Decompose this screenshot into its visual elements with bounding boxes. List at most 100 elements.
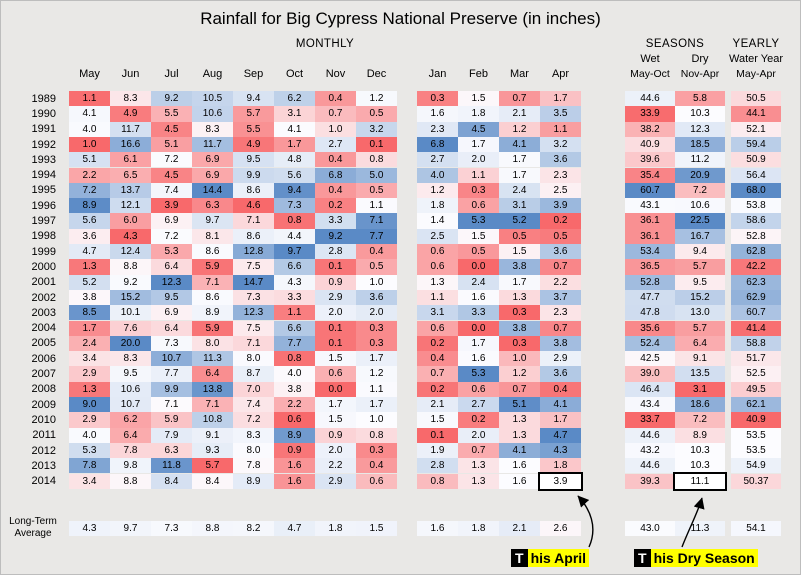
cell-1995-jul: 7.4 [151,182,192,199]
cell-average-nov: 1.8 [315,521,356,537]
cell-2001-water-year: 62.3 [731,274,781,290]
cell-2007-aug: 6.4 [192,366,233,382]
table-row-2005: 2005 2.4 20.0 7.3 8.0 7.1 7.7 0.1 0.3 0.2 1.7 0.3 3.… [25,335,781,352]
cell-2001-feb: 2.4 [458,274,499,290]
cell-2001-dec: 1.0 [356,274,397,290]
cell-2004-feb: 0.0 [458,320,499,336]
cell-2009-may: 9.0 [69,397,110,413]
cell-1991-aug: 8.3 [192,121,233,137]
year-label: 1994 [31,169,56,182]
yearly-group-header: YEARLY [732,38,780,50]
cell-1998-feb: 1.5 [458,228,499,244]
cell-1999-jan: 0.6 [417,244,458,260]
cell-2001-aug: 7.1 [192,274,233,290]
cell-2012-aug: 9.3 [192,442,233,459]
cell-2004-dry: 5.7 [675,320,725,336]
cell-2010-oct: 0.6 [274,412,315,428]
cell-2013-feb: 1.3 [458,458,499,474]
cell-1994-feb: 1.1 [458,167,499,183]
water-year-range: May-Apr [736,68,776,80]
table-row-2009: 2009 9.0 10.7 7.1 7.1 7.4 2.2 1.7 1.7 2.1 2.7 5.1 4.… [25,397,781,413]
cell-2014-feb: 1.3 [458,473,499,489]
cell-2005-mar: 0.3 [499,335,540,352]
cell-2011-jul: 7.9 [151,427,192,443]
cell-2011-sep: 8.3 [233,427,274,443]
year-label: 2014 [31,475,56,488]
cell-1990-feb: 1.8 [458,106,499,122]
year-label: 1989 [31,92,56,105]
cell-1998-jan: 2.5 [417,228,458,244]
page-title: Rainfall for Big Cypress National Preser… [200,9,601,28]
cell-2000-wet: 36.5 [625,259,675,275]
cell-2000-dec: 0.5 [356,259,397,275]
cell-1995-may: 7.2 [69,182,110,199]
cell-2002-dec: 3.6 [356,289,397,306]
table-row-2000: 2000 1.3 8.8 6.4 5.9 7.5 6.6 0.1 0.5 0.6 0.0 3.8 0.7… [25,259,781,275]
long-term-average-label-line: Average [14,527,52,539]
cell-1990-jun: 4.9 [110,106,151,122]
cell-2000-jun: 8.8 [110,259,151,275]
cell-1998-wet: 36.1 [625,228,675,244]
table-row-1992: 1992 1.0 16.6 5.1 11.7 4.9 1.7 2.7 0.1 6.8 1.7 4.1 3… [25,136,781,153]
cell-1989-dec: 1.2 [356,91,397,107]
cell-2003-jan: 3.1 [417,305,458,321]
cell-2001-may: 5.2 [69,274,110,290]
cell-1992-jun: 16.6 [110,136,151,153]
cell-2007-oct: 4.0 [274,366,315,382]
cell-2014-mar: 1.6 [499,473,540,489]
cell-2004-jan: 0.6 [417,320,458,336]
cell-average-water-year: 54.1 [731,521,781,537]
year-label: 2004 [31,322,56,335]
year-label: 2009 [31,398,56,411]
cell-1989-aug: 10.5 [192,91,233,107]
cell-2013-jan: 2.8 [417,458,458,474]
cell-1994-jan: 4.0 [417,167,458,183]
cell-1993-aug: 6.9 [192,152,233,168]
cell-1999-jun: 12.4 [110,244,151,260]
cell-1997-feb: 5.3 [458,213,499,229]
cell-2002-jun: 15.2 [110,289,151,306]
cell-2012-sep: 8.0 [233,442,274,459]
cell-1995-dec: 0.5 [356,182,397,199]
table-row-1997: 1997 5.6 6.0 6.9 9.7 7.1 0.8 3.3 7.1 1.4 5.3 5.2 0.2… [25,213,781,229]
cell-1992-mar: 4.1 [499,136,540,153]
cell-1996-wet: 43.1 [625,198,675,214]
cell-1989-oct: 6.2 [274,91,315,107]
cell-1997-may: 5.6 [69,213,110,229]
table-row-1989: 1989 1.1 8.3 9.2 10.5 9.4 6.2 0.4 1.2 0.3 1.5 0.7 1.… [25,91,781,107]
cell-2003-oct: 1.1 [274,305,315,321]
cell-1998-oct: 4.4 [274,228,315,244]
cell-2012-dec: 0.3 [356,442,397,459]
month-header-jul: Jul [164,68,179,80]
cell-2008-dry: 3.1 [675,381,725,397]
cell-2007-sep: 8.7 [233,366,274,382]
year-label: 2011 [32,429,56,442]
cell-1992-oct: 1.7 [274,136,315,153]
cell-2007-water-year: 52.5 [731,366,781,382]
cell-1991-feb: 4.5 [458,121,499,137]
cell-2005-feb: 1.7 [458,335,499,352]
cell-2007-wet: 39.0 [625,366,675,382]
cell-1989-apr: 1.7 [540,91,581,107]
year-label: 1996 [31,199,56,212]
table-row-2001: 2001 5.2 9.2 12.3 7.1 14.7 4.3 0.9 1.0 1.3 2.4 1.7 2… [25,274,781,290]
cell-2004-nov: 0.1 [315,320,356,336]
table-row-1993: 1993 5.1 6.1 7.2 6.9 9.5 4.8 0.4 0.8 2.7 2.0 1.7 3.6… [25,152,781,168]
cell-2011-nov: 0.9 [315,427,356,443]
cell-2005-apr: 3.8 [540,335,581,352]
cell-2009-apr: 4.1 [540,397,581,413]
cell-1997-aug: 9.7 [192,213,233,229]
cell-2002-aug: 8.6 [192,289,233,306]
cell-2006-nov: 1.5 [315,351,356,367]
cell-2005-jul: 7.3 [151,335,192,352]
cell-2014-may: 3.4 [69,473,110,489]
cell-1996-apr: 3.9 [540,198,581,214]
cell-1996-aug: 6.3 [192,198,233,214]
cell-2005-sep: 7.1 [233,335,274,352]
table-row-1998: 1998 3.6 4.3 7.2 8.1 8.6 4.4 9.2 7.7 2.5 1.5 0.5 0.5… [25,228,781,244]
cell-1990-oct: 3.1 [274,106,315,122]
cell-1994-oct: 5.6 [274,167,315,183]
cell-2013-oct: 1.6 [274,458,315,474]
